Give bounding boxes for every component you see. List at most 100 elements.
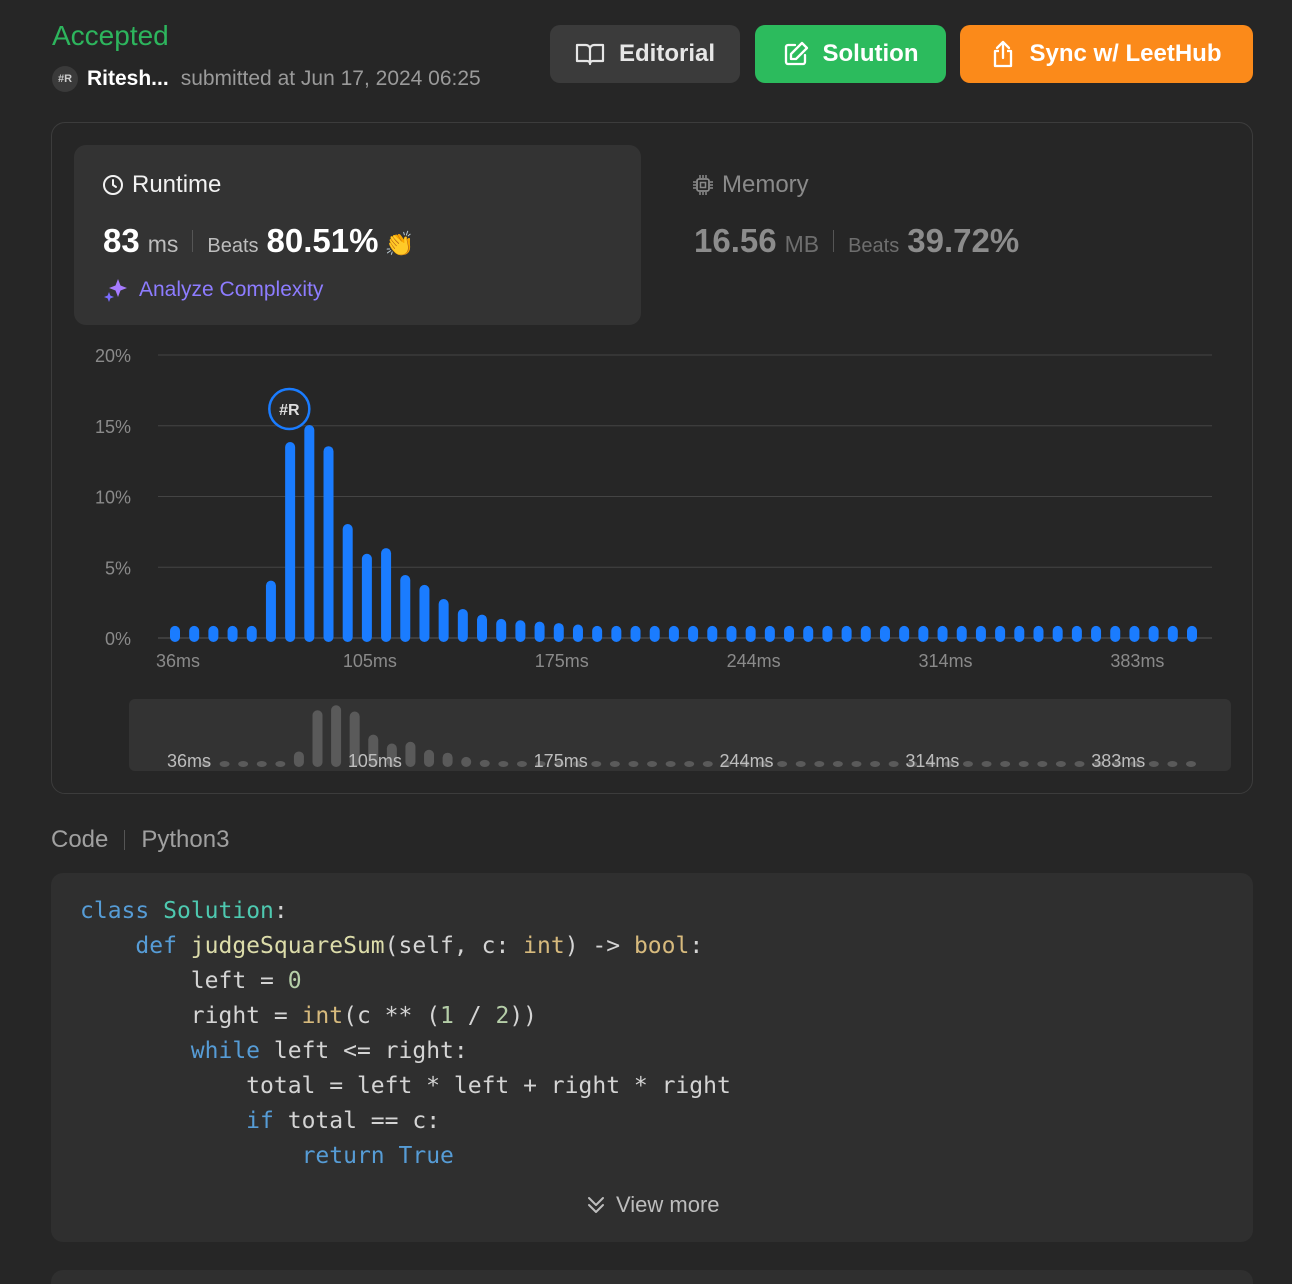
brush-bar — [795, 761, 806, 767]
code-token: )) — [509, 1003, 538, 1029]
code-token — [177, 933, 191, 959]
memory-unit: MB — [784, 231, 820, 257]
memory-beats-percent: 39.72% — [907, 222, 1020, 259]
brush-bar — [777, 761, 788, 767]
brush-bar — [386, 743, 397, 767]
brush-bar — [888, 761, 899, 767]
memory-title[interactable]: Memory — [692, 171, 809, 199]
solution-button[interactable]: Solution — [755, 25, 946, 83]
brush-bar — [424, 749, 435, 767]
code-header: Code Python3 — [51, 826, 229, 854]
code-token: / — [453, 1003, 496, 1029]
code-token: left = — [80, 968, 288, 994]
code-token: class — [80, 898, 150, 924]
brush-bar — [1055, 761, 1066, 767]
brush-bar — [368, 734, 379, 767]
clock-icon — [103, 175, 123, 195]
runtime-beats-percent: 80.51% — [266, 222, 379, 259]
divider — [124, 830, 126, 850]
brush-bar — [1074, 761, 1085, 767]
code-token: def — [135, 933, 177, 959]
brush-bar — [702, 761, 713, 767]
brush-bar — [498, 761, 509, 767]
x-tick-label: 383ms — [1110, 651, 1164, 671]
divider — [833, 230, 835, 252]
brush-bar — [201, 761, 211, 767]
brush-bar — [238, 761, 249, 767]
share-icon — [994, 40, 1013, 68]
brush-bar — [293, 751, 304, 767]
code-token: left <= right: — [260, 1038, 468, 1064]
analyze-complexity-link[interactable]: Analyze Complexity — [103, 277, 323, 303]
my-submission-avatar: #R — [279, 402, 300, 419]
brush-bar — [442, 752, 453, 767]
code-token: 1 — [440, 1003, 454, 1029]
brush-bar — [684, 761, 695, 767]
brush-bar — [1000, 761, 1011, 767]
code-token: if — [246, 1108, 274, 1134]
code-label: Code — [51, 826, 109, 853]
brush-bar — [814, 761, 825, 767]
code-token: : — [273, 898, 288, 924]
code-token — [385, 1143, 399, 1169]
memory-beats-label: Beats — [848, 235, 900, 257]
code-token — [80, 933, 135, 959]
brush-bar — [1148, 761, 1159, 767]
submitter-info: #R Ritesh... submitted at Jun 17, 2024 0… — [52, 66, 481, 92]
brush-bar — [219, 761, 230, 767]
code-token: ) -> — [564, 933, 634, 959]
chip-icon — [693, 175, 713, 195]
brush-bar — [739, 761, 750, 767]
brush-mini-chart[interactable]: 36ms 105ms 175ms 244ms 314ms 383ms — [129, 699, 1231, 771]
brush-bar — [851, 761, 862, 767]
runtime-metric: 83 ms Beats 80.51% 👏 — [103, 222, 414, 260]
memory-value: 16.56 — [694, 222, 777, 259]
editorial-label: Editorial — [618, 40, 715, 67]
code-token: Solution — [163, 898, 274, 924]
code-token — [80, 1143, 302, 1169]
sync-label: Sync w/ LeetHub — [1029, 40, 1222, 67]
brush-bar — [925, 761, 936, 767]
code-token — [80, 1038, 191, 1064]
code-token: int — [301, 1003, 344, 1029]
runtime-title: Runtime — [102, 171, 221, 199]
code-content[interactable]: class Solution: def judgeSquareSum(self,… — [80, 894, 731, 1174]
brush-bar — [591, 761, 602, 767]
my-submission-marker — [268, 387, 311, 431]
brush-bar — [461, 756, 472, 767]
runtime-unit: ms — [147, 231, 179, 257]
clap-icon: 👏 — [384, 231, 415, 258]
brush-bar — [405, 741, 416, 767]
submitted-time: submitted at Jun 17, 2024 06:25 — [180, 67, 481, 90]
code-token: : — [689, 933, 704, 959]
view-more-button[interactable]: View more — [585, 1192, 720, 1218]
runtime-distribution-chart[interactable]: 20% 15% 10% 5% 0% 36ms 105ms 175ms 244ms 314ms 383… — [80, 340, 1220, 685]
next-section — [51, 1270, 1253, 1284]
runtime-beats-label: Beats — [207, 235, 259, 257]
brush-bar — [275, 761, 286, 767]
brush-bar — [1130, 761, 1141, 767]
sync-leethub-button[interactable]: Sync w/ LeetHub — [960, 25, 1253, 83]
brush-bar — [312, 710, 323, 767]
brush-bar — [516, 761, 527, 767]
brush-tick-label: 244ms — [720, 751, 774, 771]
x-tick-label: 36ms — [156, 651, 200, 671]
x-tick-label: 244ms — [727, 651, 781, 671]
divider — [192, 230, 194, 252]
editorial-button[interactable]: Editorial — [550, 25, 740, 83]
brush-bar — [647, 761, 658, 767]
brush-bar — [256, 761, 267, 767]
brush-tick-label: 105ms — [348, 751, 402, 771]
code-line: class Solution: — [80, 894, 731, 929]
performance-panel — [51, 122, 1253, 794]
brush-tick-label: 314ms — [905, 751, 959, 771]
y-tick-label: 15% — [95, 417, 131, 437]
brush-tick-label: 383ms — [1091, 751, 1145, 771]
analyze-label: Analyze Complexity — [139, 278, 324, 301]
avatar[interactable]: #R — [52, 66, 78, 92]
code-line: return True — [80, 1139, 731, 1174]
username[interactable]: Ritesh... — [87, 67, 169, 90]
runtime-card[interactable] — [74, 145, 641, 325]
brush-bar — [1111, 761, 1122, 767]
code-token: right = — [80, 1003, 302, 1029]
